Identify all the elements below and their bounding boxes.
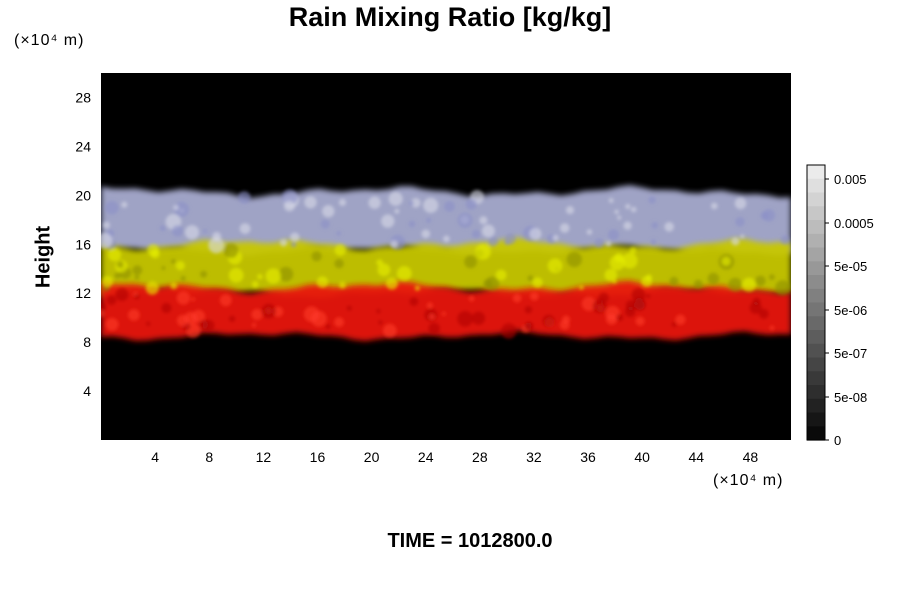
colorbar-segment — [807, 288, 825, 304]
x-tick-label: 28 — [472, 449, 488, 465]
colorbar-label: 0.0005 — [834, 216, 874, 231]
colorbar-segment — [807, 275, 825, 290]
colorbar-segment — [807, 385, 825, 400]
y-tick-label: 8 — [83, 334, 91, 350]
colorbar: 0.005 0.0005 5e-05 5e-06 5e-07 5e-08 0 — [806, 164, 874, 448]
x-tick-label: 20 — [364, 449, 380, 465]
x-tick-label: 16 — [310, 449, 326, 465]
colorbar-segment — [807, 261, 825, 276]
x-tick-label: 4 — [151, 449, 159, 465]
y-unit-label: (×10⁴ m) — [14, 32, 85, 49]
x-tick-label: 12 — [256, 449, 272, 465]
colorbar-frame — [806, 164, 826, 441]
colorbar-segment — [807, 233, 825, 249]
x-tick-label: 48 — [743, 449, 759, 465]
colorbar-label: 5e-05 — [834, 259, 867, 274]
x-tick-label: 32 — [526, 449, 542, 465]
colorbar-segment — [807, 247, 825, 262]
layer-lavender — [101, 185, 791, 256]
y-tick-label: 12 — [75, 285, 91, 301]
y-tick-label: 28 — [75, 89, 91, 105]
layer-red — [101, 280, 791, 342]
chart-title: Rain Mixing Ratio [kg/kg] — [288, 2, 612, 32]
x-tick-label: 44 — [689, 449, 705, 465]
y-tick-label: 20 — [75, 187, 91, 203]
colorbar-segment — [807, 330, 825, 345]
colorbar-label: 0.005 — [834, 172, 867, 187]
colorbar-label: 0 — [834, 433, 841, 448]
colorbar-segment — [807, 412, 825, 427]
colorbar-label: 5e-08 — [834, 390, 867, 405]
y-tick-label: 16 — [75, 236, 91, 252]
y-tick-label: 24 — [75, 138, 91, 154]
colorbar-segment — [807, 220, 825, 235]
layer-texture — [101, 189, 791, 339]
colorbar-segment — [807, 357, 825, 372]
x-tick-label: 24 — [418, 449, 434, 465]
colorbar-segment — [807, 426, 825, 441]
x-tick-label: 40 — [634, 449, 650, 465]
colorbar-segment — [807, 165, 825, 180]
x-tick-label: 36 — [580, 449, 596, 465]
colorbar-segment — [807, 316, 825, 331]
colorbar-segment — [807, 178, 825, 194]
x-tick-label: 8 — [205, 449, 213, 465]
colorbar-segment — [807, 371, 825, 386]
colorbar-label: 5e-06 — [834, 303, 867, 318]
colorbar-segment — [807, 192, 825, 207]
colorbar-segment — [807, 343, 825, 359]
time-label: TIME = 1012800.0 — [387, 530, 553, 552]
colorbar-segment — [807, 206, 825, 221]
colorbar-label: 5e-07 — [834, 346, 867, 361]
colorbar-segment — [807, 302, 825, 317]
colorbar-segment — [807, 398, 825, 414]
x-unit-label: (×10⁴ m) — [713, 472, 784, 489]
y-tick-label: 4 — [83, 383, 91, 399]
